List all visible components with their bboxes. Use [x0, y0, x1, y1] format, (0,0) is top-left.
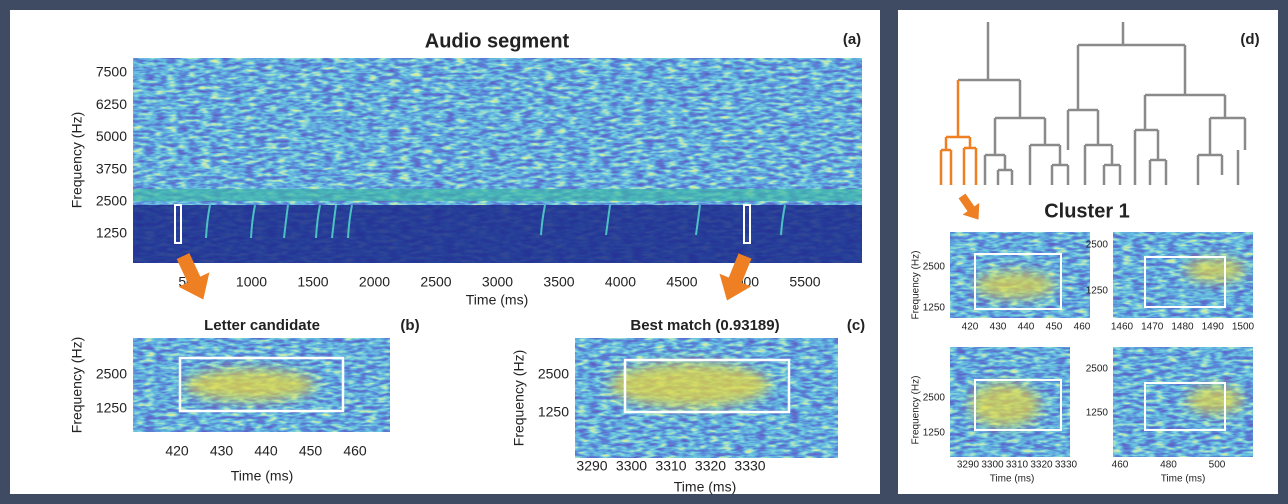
tick-label: 440 — [1018, 322, 1035, 333]
blob — [970, 383, 1040, 427]
tick-label: 1500 — [1232, 322, 1255, 333]
panel-c-label: (c) — [847, 317, 865, 334]
tick-label: 3300 — [981, 460, 1004, 471]
tick-label: 1250 — [96, 225, 127, 241]
tick-label: 1250 — [1086, 408, 1109, 419]
tick-label: 460 — [1112, 460, 1129, 471]
tick-label: 3300 — [616, 458, 647, 474]
tick-label: 1470 — [1141, 322, 1164, 333]
tick-label: 430 — [210, 443, 234, 459]
spectrogram-a-low — [133, 205, 862, 263]
cluster-title: Cluster 1 — [1044, 200, 1130, 222]
tick-label: 1480 — [1171, 322, 1194, 333]
tick-label: 420 — [962, 322, 979, 333]
tick-label: 1000 — [236, 274, 267, 290]
tick-label: 3330 — [1055, 460, 1078, 471]
tick-label: 3310 — [1006, 460, 1029, 471]
tick-label: 4500 — [666, 274, 697, 290]
tick-label: 3000 — [482, 274, 513, 290]
tick-label: 3290 — [957, 460, 980, 471]
tick-label: 5000 — [96, 128, 127, 144]
tick-label: 2500 — [923, 262, 946, 273]
panel-a-label: (a) — [843, 31, 861, 48]
tick-label: 3310 — [655, 458, 686, 474]
tick-label: 1250 — [923, 428, 946, 439]
tick-label: 7500 — [96, 64, 127, 80]
x-axis-label: Time (ms) — [674, 479, 736, 495]
tick-label: 3330 — [734, 458, 765, 474]
tick-label: 5500 — [789, 274, 820, 290]
tick-label: 450 — [1046, 322, 1063, 333]
tick-label: 420 — [165, 443, 189, 459]
tick-label: 1460 — [1111, 322, 1134, 333]
figure: Audio segment (a) Time (ms) Frequency (H… — [0, 0, 1288, 504]
y-axis-label: Frequency (Hz) — [911, 376, 922, 445]
y-axis-label: Frequency (Hz) — [911, 251, 922, 320]
blob — [975, 271, 1055, 299]
page: Audio segment (a) Time (ms) Frequency (H… — [0, 0, 1288, 504]
spectrogram-c-blob — [610, 363, 770, 407]
tick-label: 1250 — [538, 404, 569, 420]
spectrogram-b-blob — [185, 369, 315, 401]
tick-label: 3500 — [543, 274, 574, 290]
panel-b-label: (b) — [400, 317, 419, 334]
tick-label: 450 — [299, 443, 323, 459]
tick-label: 460 — [1074, 322, 1091, 333]
x-axis-label: Time (ms) — [1161, 474, 1206, 485]
tick-label: 1250 — [923, 303, 946, 314]
spectrogram-a-band — [133, 189, 862, 201]
panel-d-label: (d) — [1240, 31, 1259, 48]
tick-label: 3320 — [1030, 460, 1053, 471]
tick-label: 3290 — [576, 458, 607, 474]
blob — [1187, 386, 1243, 414]
x-axis-label: Time (ms) — [231, 468, 293, 484]
x-axis-label: Time (ms) — [990, 474, 1035, 485]
tick-label: 430 — [990, 322, 1007, 333]
tick-label: 2500 — [96, 193, 127, 209]
x-axis-label: Time (ms) — [466, 292, 528, 308]
tick-label: 480 — [1160, 460, 1177, 471]
tick-label: 1250 — [1086, 286, 1109, 297]
blob — [1185, 258, 1245, 282]
tick-label: 2500 — [96, 366, 127, 382]
y-axis-label: Frequency (Hz) — [69, 112, 85, 208]
tick-label: 2500 — [923, 393, 946, 404]
y-axis-label: Frequency (Hz) — [69, 337, 85, 433]
tick-label: 6250 — [96, 96, 127, 112]
tick-label: 2500 — [538, 366, 569, 382]
panel-b-title: Letter candidate — [204, 317, 320, 334]
y-axis-label: Frequency (Hz) — [511, 350, 527, 446]
tick-label: 3750 — [96, 160, 127, 176]
tick-label: 2500 — [1086, 364, 1109, 375]
panel-c-title: Best match (0.93189) — [630, 317, 779, 334]
tick-label: 1500 — [297, 274, 328, 290]
tick-label: 2000 — [359, 274, 390, 290]
tick-label: 2500 — [420, 274, 451, 290]
tick-label: 460 — [343, 443, 367, 459]
panel-a-title: Audio segment — [425, 30, 570, 52]
tick-label: 500 — [1209, 460, 1226, 471]
tick-label: 3320 — [695, 458, 726, 474]
tick-label: 1250 — [96, 400, 127, 416]
tick-label: 440 — [254, 443, 278, 459]
tick-label: 4000 — [605, 274, 636, 290]
tick-label: 1490 — [1202, 322, 1225, 333]
tick-label: 2500 — [1086, 240, 1109, 251]
